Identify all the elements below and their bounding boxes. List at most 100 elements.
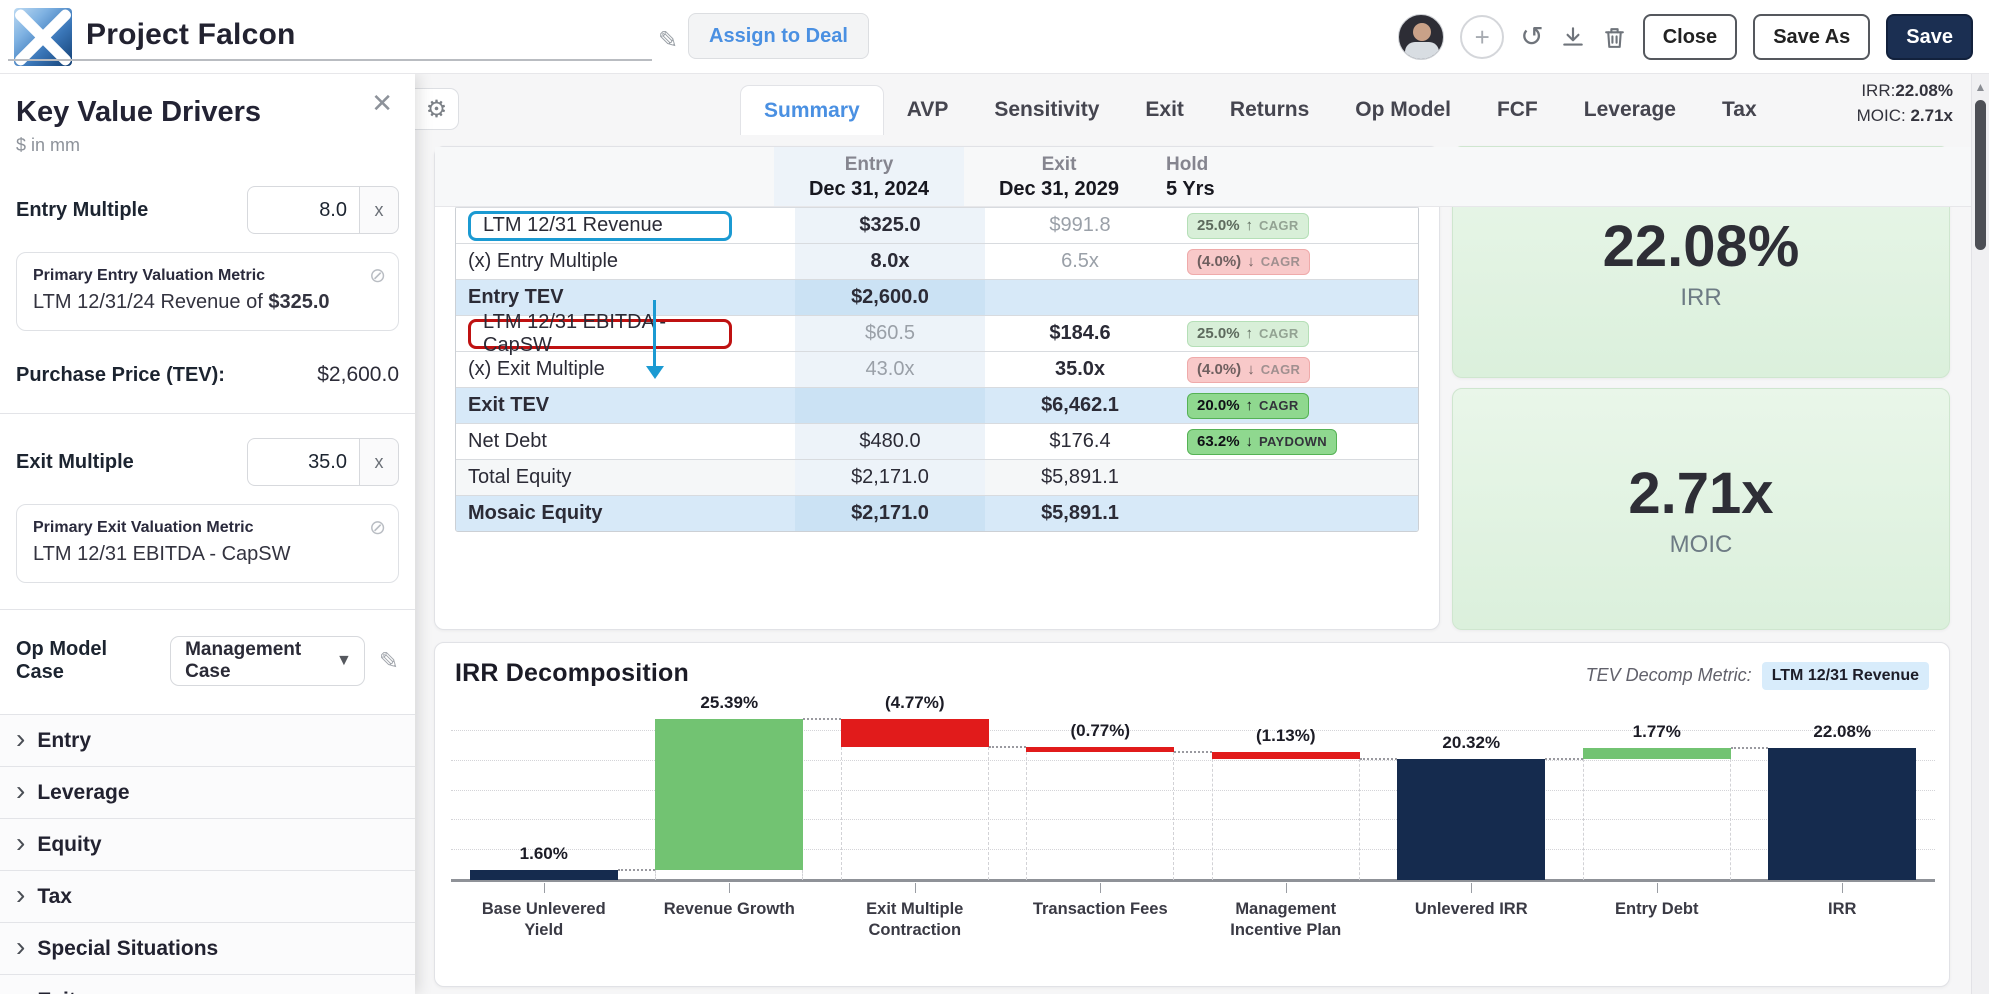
cell-exit: $184.6	[1049, 322, 1111, 344]
panel-close-icon[interactable]: ✕	[371, 88, 393, 118]
axis-tick	[1100, 883, 1102, 893]
table-row-ltm-ebitda: LTM 12/31 EBITDA - CapSW $60.5 $184.6 25…	[456, 311, 1418, 356]
section-label: Leverage	[37, 780, 130, 804]
section-tax[interactable]: › Tax	[0, 871, 415, 923]
axis-tick	[1471, 883, 1473, 893]
chevron-right-icon: ›	[16, 722, 26, 754]
entry-valuation-metric-card: ⊘ Primary Entry Valuation Metric LTM 12/…	[16, 252, 399, 331]
axis-tick	[1656, 883, 1658, 893]
category-label: Base Unlevered Yield	[481, 900, 606, 939]
waterfall-bar-revenue-growth	[655, 718, 804, 871]
save-as-button[interactable]: Save As	[1753, 14, 1871, 60]
gridline	[451, 729, 1935, 731]
section-exit[interactable]: › Exit	[0, 975, 415, 994]
tab-leverage[interactable]: Leverage	[1583, 98, 1676, 121]
scroll-up-icon[interactable]: ▲	[1974, 80, 1987, 94]
decomp-metric-label: TEV Decomp Metric:	[1585, 665, 1752, 685]
cell-label: (x) Entry Multiple	[468, 250, 619, 272]
exit-multiple-suffix: x	[359, 438, 399, 486]
tab-summary[interactable]: Summary	[740, 85, 884, 135]
waterfall-bar-management-incentive-plan	[1211, 752, 1360, 759]
tab-returns[interactable]: Returns	[1229, 98, 1310, 121]
section-equity[interactable]: › Equity	[0, 819, 415, 871]
badge-value: 20.0%	[1197, 397, 1240, 414]
purchase-price-label: Purchase Price (TEV):	[16, 364, 225, 386]
summary-table: Entry Dec 31, 2024 Exit Dec 31, 2029 Hol…	[435, 147, 1989, 532]
waterfall-connector	[1545, 757, 1583, 760]
history-icon[interactable]: ↺	[1520, 21, 1544, 52]
entry-metric-caption: Primary Entry Valuation Metric	[33, 267, 266, 284]
cell-exit: 35.0x	[1054, 358, 1106, 380]
assign-to-deal-button[interactable]: Assign to Deal	[688, 13, 869, 59]
exit-multiple-label: Exit Multiple	[16, 450, 134, 473]
category-label: IRR	[1828, 900, 1857, 918]
add-user-button[interactable]: +	[1460, 15, 1505, 59]
panel-settings-tab[interactable]: ⚙	[415, 88, 459, 130]
cell-label: (x) Exit Multiple	[468, 358, 605, 380]
section-label: Tax	[37, 884, 72, 908]
category-label: Exit Multiple Contraction	[866, 900, 964, 939]
tab-fcf[interactable]: FCF	[1496, 98, 1538, 121]
op-model-case-select[interactable]: Management Case ▼	[170, 636, 365, 686]
exit-multiple-input[interactable]	[247, 438, 359, 486]
chevron-right-icon: ›	[16, 984, 25, 994]
close-button[interactable]: Close	[1642, 14, 1738, 60]
cell-exit: $5,891.1	[1041, 502, 1119, 524]
bar-value-label: (1.13%)	[1255, 726, 1316, 746]
vertical-scrollbar[interactable]: ▲	[1971, 74, 1989, 994]
edit-case-icon[interactable]: ✎	[378, 647, 399, 675]
arrow-down-icon: ↓	[1247, 253, 1255, 270]
key-value-drivers-panel: ✕ Key Value Drivers $ in mm Entry Multip…	[0, 74, 415, 994]
header-bar: Project Falcon ✎ Assign to Deal + ↺ Clos…	[0, 0, 1989, 74]
section-label: Entry	[37, 728, 92, 752]
bar-value-label: 25.39%	[700, 692, 759, 712]
badge-value: (4.0%)	[1197, 361, 1242, 378]
scrollbar-thumb[interactable]	[1975, 100, 1986, 250]
axis-tick	[729, 883, 731, 893]
badge-value: (4.0%)	[1197, 253, 1242, 270]
op-model-case-label: Op Model Case	[16, 638, 108, 683]
edit-title-icon[interactable]: ✎	[658, 27, 679, 54]
summary-card: Summary $ in mm, FYE Dec 31 Entry Dec 31…	[434, 146, 1989, 630]
cagr-badge: 25.0% ↑ CAGR	[1187, 320, 1309, 347]
section-label: Exit	[37, 989, 76, 994]
decomp-metric-chip[interactable]: LTM 12/31 Revenue	[1761, 661, 1929, 690]
table-row-entry-tev: Entry TEV $2,600.0	[456, 279, 1418, 315]
unlink-icon[interactable]: ⊘	[369, 517, 386, 539]
model-title[interactable]: Project Falcon	[86, 18, 296, 51]
download-icon[interactable]	[1560, 24, 1586, 50]
tab-avp[interactable]: AVP	[906, 98, 949, 121]
badge-suffix: CAGR	[1260, 362, 1301, 377]
save-button[interactable]: Save	[1886, 14, 1973, 60]
entry-multiple-label: Entry Multiple	[16, 198, 149, 221]
section-special-situations[interactable]: › Special Situations	[0, 923, 415, 975]
cell-entry: 8.0x	[795, 244, 985, 279]
avatar-head	[1413, 23, 1432, 41]
waterfall-connector	[1730, 747, 1769, 750]
entry-metric-value: $325.0	[268, 291, 330, 313]
tab-op-model[interactable]: Op Model	[1355, 98, 1451, 121]
chevron-right-icon: ›	[16, 774, 26, 806]
ebitda-annotation-box[interactable]: LTM 12/31 EBITDA - CapSW	[468, 311, 732, 356]
section-leverage[interactable]: › Leverage	[0, 767, 415, 819]
tab-exit[interactable]: Exit	[1145, 98, 1184, 121]
unlink-icon[interactable]: ⊘	[369, 265, 386, 287]
revenue-annotation-box[interactable]: LTM 12/31 Revenue	[468, 210, 732, 241]
category-label: Transaction Fees	[1032, 900, 1168, 918]
tab-sensitivity[interactable]: Sensitivity	[994, 98, 1100, 121]
arrow-up-icon: ↑	[1245, 397, 1254, 414]
table-row-mosaic-equity: Mosaic Equity $2,171.0 $5,891.1	[456, 495, 1418, 531]
section-entry[interactable]: › Entry	[0, 715, 415, 767]
exit-metric-caption: Primary Exit Valuation Metric	[33, 519, 254, 536]
entry-metric-phrase: LTM 12/31/24 Revenue of	[33, 291, 263, 313]
user-avatar[interactable]	[1398, 14, 1445, 60]
cell-exit: 6.5x	[1061, 250, 1099, 272]
cell-exit: $5,891.1	[1041, 466, 1119, 488]
bar-value-label: 22.08%	[1813, 722, 1872, 742]
waterfall-dropline	[1582, 758, 1584, 880]
trash-icon[interactable]	[1602, 25, 1627, 50]
badge-suffix: CAGR	[1259, 326, 1299, 341]
entry-multiple-input[interactable]	[247, 186, 359, 234]
tab-tax[interactable]: Tax	[1722, 98, 1757, 121]
